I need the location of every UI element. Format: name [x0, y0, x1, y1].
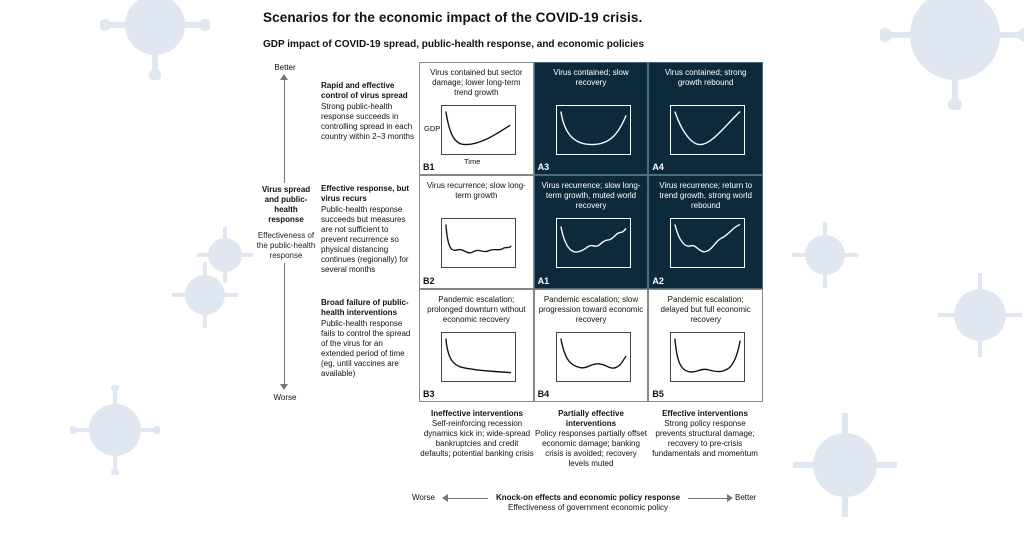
arrow-left-icon: [442, 494, 448, 502]
scenario-description: Virus contained; slow recovery: [553, 68, 629, 87]
vertical-axis-better-label: Better: [274, 63, 296, 72]
virus-decoration-icon: [793, 413, 897, 517]
gdp-curve-line: [674, 224, 741, 253]
scenario-code: B5: [652, 388, 664, 399]
scenario-code: A4: [652, 162, 664, 173]
gdp-mini-chart: [555, 331, 631, 382]
gdp-curve: [674, 338, 742, 373]
gdp-mini-chart: [441, 331, 516, 382]
horizontal-axis-better-label: Better: [735, 493, 757, 502]
horizontal-axis-label: Knock-on effects and economic policy res…: [488, 493, 688, 513]
gdp-mini-chart: [670, 105, 746, 155]
column-description: Effective interventions Strong policy re…: [648, 409, 762, 459]
column-heading: Partially effective interventions: [558, 409, 624, 428]
page-subtitle: GDP impact of COVID-19 spread, public-he…: [263, 39, 645, 50]
virus-decoration-icon: [70, 385, 160, 475]
row-heading: Broad failure of public-health intervent…: [321, 298, 409, 317]
gdp-curve-line: [559, 111, 627, 146]
virus-decoration-icon: [100, 0, 210, 80]
gdp-curve: [559, 111, 627, 146]
row-body: Strong public-health response succeeds i…: [321, 102, 414, 141]
row-body: Public-health response succeeds but meas…: [321, 205, 409, 274]
scenario-description: Virus contained; strong growth rebound: [664, 68, 747, 87]
scenario-cell-b3: Pandemic escalation; prolonged downturn …: [419, 288, 534, 402]
virus-decoration-icon: [197, 227, 253, 283]
vertical-axis-title: Virus spread and public-health response: [261, 185, 311, 224]
gdp-mini-chart: [670, 218, 746, 269]
gdp-curve-line: [674, 338, 742, 373]
row-heading: Rapid and effective control of virus spr…: [321, 81, 408, 100]
horizontal-axis-title: Knock-on effects and economic policy res…: [495, 493, 681, 502]
row-body: Public-health response fails to control …: [321, 319, 411, 378]
gdp-mini-chart: [670, 331, 746, 382]
virus-decoration-icon: [880, 0, 1024, 110]
gdp-curve: [445, 224, 512, 254]
arrow-down-icon: [280, 384, 288, 390]
scenario-cell-a3: Virus contained; slow recovery A3: [533, 62, 649, 176]
scenario-cell-b4: Pandemic escalation; slow progression to…: [533, 288, 649, 402]
column-heading: Ineffective interventions: [430, 409, 524, 418]
gdp-curve: [559, 338, 627, 369]
gdp-curve-line: [445, 224, 512, 254]
gdp-axis-label: GDP: [424, 124, 441, 133]
vertical-axis-label: Virus spread and public-health response …: [256, 183, 316, 263]
scenario-grid: Virus contained but sector damage; lower…: [419, 62, 763, 402]
scenario-description: Pandemic escalation; slow progression to…: [538, 294, 644, 324]
scenario-code: B2: [423, 275, 435, 286]
scenario-description: Virus recurrence; return to trend growth…: [659, 181, 753, 211]
gdp-curve-line: [559, 226, 627, 254]
time-axis-label: Time: [464, 157, 481, 166]
scenario-code: A2: [652, 275, 664, 286]
row-description: Rapid and effective control of virus spr…: [321, 81, 417, 142]
gdp-curve-line: [559, 338, 627, 369]
scenario-description: Virus recurrence; slow long-term growth,…: [541, 181, 641, 211]
scenario-description: Pandemic escalation; prolonged downturn …: [427, 294, 526, 324]
gdp-curve-line: [445, 338, 512, 373]
scenario-code: A3: [537, 162, 550, 173]
horizontal-axis-subtitle: Effectiveness of government economic pol…: [508, 503, 668, 512]
column-heading: Effective interventions: [662, 409, 748, 418]
horizontal-axis-worse-label: Worse: [412, 493, 435, 502]
gdp-mini-chart: [441, 218, 516, 269]
scenario-description: Virus recurrence; slow long-term growth: [426, 181, 526, 201]
gdp-curve: [674, 224, 741, 253]
arrow-right-icon: [727, 494, 733, 502]
scenario-code: A1: [537, 275, 550, 286]
scenario-code: B4: [537, 388, 550, 399]
vertical-axis-subtitle: Effectiveness of the public-health respo…: [256, 231, 316, 260]
column-body: Self-reinforcing recession dynamics kick…: [420, 419, 534, 458]
gdp-mini-chart: [555, 105, 631, 155]
column-description: Partially effective interventions Policy…: [534, 409, 648, 469]
row-description: Broad failure of public-health intervent…: [321, 298, 417, 379]
column-body: Strong policy response prevents structur…: [652, 419, 758, 458]
scenario-cell-b5: Pandemic escalation; delayed but full ec…: [648, 288, 763, 402]
column-body: Policy responses partially offset econom…: [535, 429, 647, 468]
gdp-mini-chart: [555, 218, 631, 269]
scenario-description: Pandemic escalation; delayed but full ec…: [660, 294, 751, 324]
vertical-axis-worse-label: Worse: [273, 393, 297, 402]
scenario-code: B1: [423, 162, 435, 173]
gdp-curve-line: [674, 111, 741, 146]
virus-decoration-icon: [172, 262, 238, 328]
row-heading: Effective response, but virus recurs: [321, 184, 410, 203]
gdp-curve: [559, 226, 627, 254]
scenario-cell-a4: Virus contained; strong growth rebound A4: [648, 62, 763, 176]
scenario-description: Virus contained but sector damage; lower…: [430, 68, 523, 97]
scenario-cell-a2: Virus recurrence; return to trend growth…: [648, 175, 763, 289]
row-description: Effective response, but virus recurs Pub…: [321, 184, 417, 275]
gdp-curve: [445, 111, 511, 146]
gdp-curve: [674, 111, 741, 146]
scenario-cell-a1: Virus recurrence; slow long-term growth,…: [533, 175, 649, 289]
gdp-curve: [445, 338, 512, 373]
virus-decoration-icon: [938, 273, 1022, 357]
scenario-code: B3: [423, 388, 435, 399]
scenario-cell-b1: Virus contained but sector damage; lower…: [419, 62, 534, 176]
gdp-curve-line: [445, 111, 511, 146]
virus-decoration-icon: [792, 222, 858, 288]
page-title: Scenarios for the economic impact of the…: [263, 10, 643, 25]
column-description: Ineffective interventions Self-reinforci…: [420, 409, 534, 459]
scenario-cell-b2: Virus recurrence; slow long-term growth B…: [419, 175, 534, 289]
gdp-mini-chart: [441, 105, 516, 155]
